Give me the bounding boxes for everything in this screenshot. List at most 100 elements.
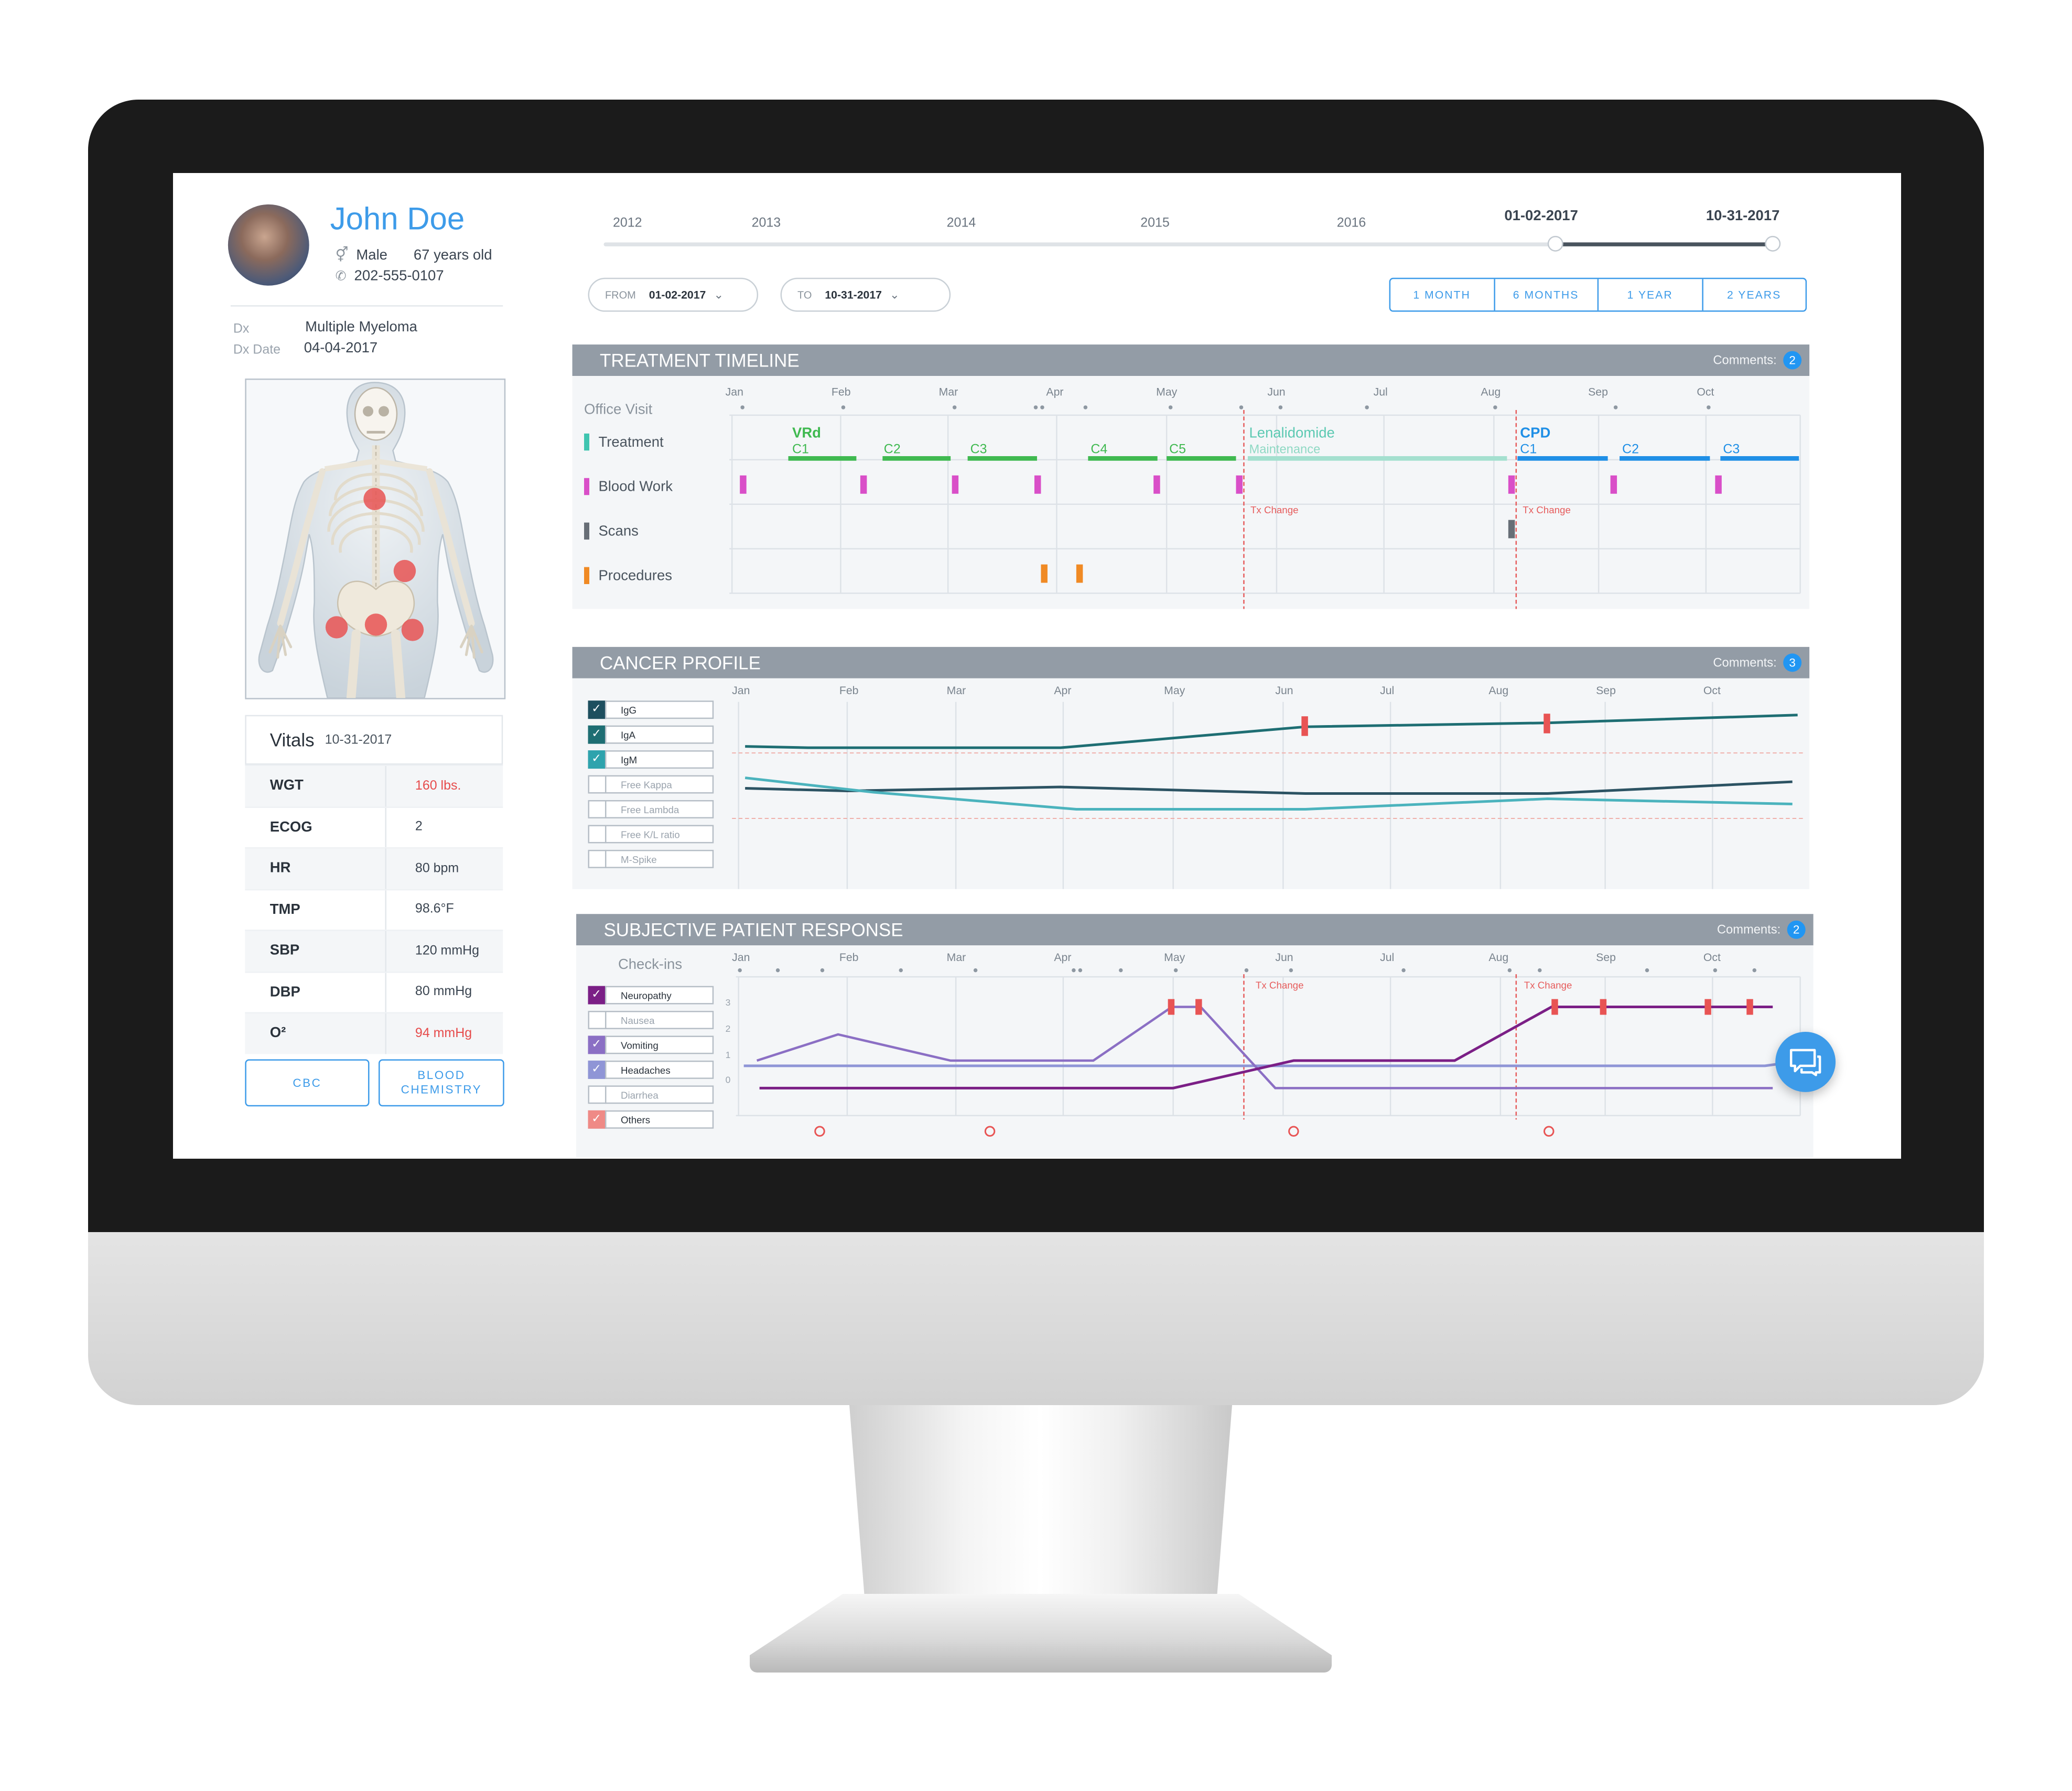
blood-chemistry-button[interactable]: BLOOD CHEMISTRY xyxy=(379,1059,504,1107)
month-may: May xyxy=(1164,685,1185,697)
patient-phone: 202-555-0107 xyxy=(354,268,444,285)
year-2012[interactable]: 2012 xyxy=(612,216,642,231)
tx-change-label: Tx Change xyxy=(1250,504,1299,515)
year-2013[interactable]: 2013 xyxy=(751,216,781,231)
series-iga xyxy=(744,776,1793,811)
range-start-handle[interactable] xyxy=(1547,235,1563,252)
filter-igm[interactable]: ✓ IgM xyxy=(588,749,714,769)
cancer-profile-body: ✓ IgG ✓ IgA ✓ IgM Free Kappa Free Lambda Fr… xyxy=(572,678,1810,889)
month-aug: Aug xyxy=(1488,685,1508,697)
chat-button[interactable] xyxy=(1775,1031,1836,1092)
from-date-select[interactable]: FROM 01-02-2017 ⌄ xyxy=(588,277,759,312)
alert-mark xyxy=(1544,714,1550,733)
year-2016[interactable]: 2016 xyxy=(1336,216,1366,231)
year-2014[interactable]: 2014 xyxy=(946,216,976,231)
filter-label: Free Kappa xyxy=(620,778,672,791)
body-map[interactable] xyxy=(245,379,506,703)
patient-phone-row: ✆ 202-555-0107 xyxy=(336,268,444,284)
cycle-c5: C5 xyxy=(1169,441,1186,456)
regimen-cpd: CPD xyxy=(1520,424,1550,440)
vital-key: DBP xyxy=(245,972,386,1012)
range-end-handle[interactable] xyxy=(1765,235,1781,252)
month-jan: Jan xyxy=(732,952,750,964)
comments-badge: 2 xyxy=(1787,920,1806,939)
check-icon: ✓ xyxy=(588,1060,607,1078)
month-apr: Apr xyxy=(1046,386,1063,398)
cycle-c3: C3 xyxy=(1723,441,1740,456)
vital-row-o2: O² 94 mmHg xyxy=(245,1012,503,1054)
filter-free-kl-ratio[interactable]: Free K/L ratio xyxy=(588,824,714,844)
from-label: FROM xyxy=(605,288,636,301)
subjective-comments[interactable]: Comments: 2 xyxy=(1717,920,1806,939)
range-1-year-button[interactable]: 1 YEAR xyxy=(1599,279,1703,311)
vitals-date: 10-31-2017 xyxy=(325,732,392,747)
subjective-response-panel: SUBJECTIVE PATIENT RESPONSE Comments: 2 C… xyxy=(576,914,1814,1158)
filter-vomiting[interactable]: ✓ Vomiting xyxy=(588,1035,714,1054)
filter-free-lambda[interactable]: Free Lambda xyxy=(588,799,714,818)
filter-label: Nausea xyxy=(620,1014,655,1026)
year-2015[interactable]: 2015 xyxy=(1140,216,1170,231)
patient-gender: Male xyxy=(356,247,387,263)
month-aug: Aug xyxy=(1481,386,1501,398)
to-value: 10-31-2017 xyxy=(825,288,882,301)
cancer-profile-chart: Jan Feb Mar Apr May Jun Jul Aug Sep Oct xyxy=(732,685,1803,889)
vital-row-hr: HR 80 bpm xyxy=(245,847,503,889)
cbc-button-label: CBC xyxy=(293,1076,322,1089)
avatar[interactable] xyxy=(228,204,309,286)
cbc-button[interactable]: CBC xyxy=(245,1059,370,1107)
subjective-response-body: Check-ins ✓ Neuropathy Nausea ✓ Vomiting ✓… xyxy=(576,945,1814,1158)
vital-key: HR xyxy=(245,848,386,889)
blood-work-marks xyxy=(740,475,1722,494)
subjective-response-header: SUBJECTIVE PATIENT RESPONSE Comments: 2 xyxy=(576,914,1814,946)
filter-neuropathy[interactable]: ✓ Neuropathy xyxy=(588,985,714,1005)
procedure-marks xyxy=(1041,564,1083,583)
chevron-down-icon: ⌄ xyxy=(889,287,900,301)
treatment-comments[interactable]: Comments: 2 xyxy=(1713,351,1802,370)
regimen-maintenance: Maintenance xyxy=(1249,443,1320,456)
cancer-comments[interactable]: Comments: 3 xyxy=(1713,653,1802,672)
checkbox-empty xyxy=(588,1010,607,1029)
checkbox-empty xyxy=(588,824,607,843)
procedures-swatch xyxy=(584,567,590,585)
y-tick-1: 1 xyxy=(726,1050,731,1060)
filter-igg[interactable]: ✓ IgG xyxy=(588,700,714,719)
filter-label: Diarrhea xyxy=(620,1088,659,1101)
cycle-c1: C1 xyxy=(792,441,809,456)
filter-iga[interactable]: ✓ IgA xyxy=(588,725,714,744)
skeleton-illustration xyxy=(258,382,494,703)
check-icon: ✓ xyxy=(588,1035,607,1054)
cycle-c4: C4 xyxy=(1091,441,1107,456)
range-6-months-button[interactable]: 6 MONTHS xyxy=(1495,279,1599,311)
treatment-timeline-chart: Jan Feb Mar Apr May Jun Jul Aug Sep Oct xyxy=(726,386,1801,609)
range-1-month-button[interactable]: 1 MONTH xyxy=(1390,279,1495,311)
tx-change-label: Tx Change xyxy=(1523,504,1571,515)
month-may: May xyxy=(1164,952,1185,964)
check-icon: ✓ xyxy=(588,700,607,718)
month-jun: Jun xyxy=(1267,386,1285,398)
filter-free-kappa[interactable]: Free Kappa xyxy=(588,774,714,794)
filter-label: Neuropathy xyxy=(620,989,672,1001)
chevron-down-icon: ⌄ xyxy=(714,287,724,301)
to-date-select[interactable]: TO 10-31-2017 ⌄ xyxy=(780,277,951,312)
filter-nausea[interactable]: Nausea xyxy=(588,1010,714,1029)
month-mar: Mar xyxy=(939,386,958,398)
filter-m-spike[interactable]: M-Spike xyxy=(588,849,714,868)
month-aug: Aug xyxy=(1488,952,1508,964)
range-track[interactable] xyxy=(603,242,1774,246)
marker-filter-list: ✓ IgG ✓ IgA ✓ IgM Free Kappa Free Lambda Fr… xyxy=(588,700,714,868)
series-igm xyxy=(745,780,1793,795)
y-tick-2: 2 xyxy=(726,1023,731,1034)
y-tick-0: 0 xyxy=(726,1074,731,1085)
filter-diarrhea[interactable]: Diarrhea xyxy=(588,1085,714,1104)
tumor-markers xyxy=(325,488,424,641)
vital-value: 98.6°F xyxy=(415,902,454,917)
dashboard: John Doe ⚥ Male 67 years old ✆ 202-555-0… xyxy=(173,173,1901,1158)
range-start-label: 01-02-2017 xyxy=(1504,208,1578,224)
range-2-years-button[interactable]: 2 YEARS xyxy=(1726,288,1782,301)
comments-badge: 3 xyxy=(1783,653,1802,672)
filter-label: Free K/L ratio xyxy=(620,828,680,840)
filter-headaches[interactable]: ✓ Headaches xyxy=(588,1060,714,1079)
patient-age: 67 years old xyxy=(413,247,492,263)
filter-others[interactable]: ✓ Others xyxy=(588,1109,714,1129)
month-jan: Jan xyxy=(726,386,743,398)
